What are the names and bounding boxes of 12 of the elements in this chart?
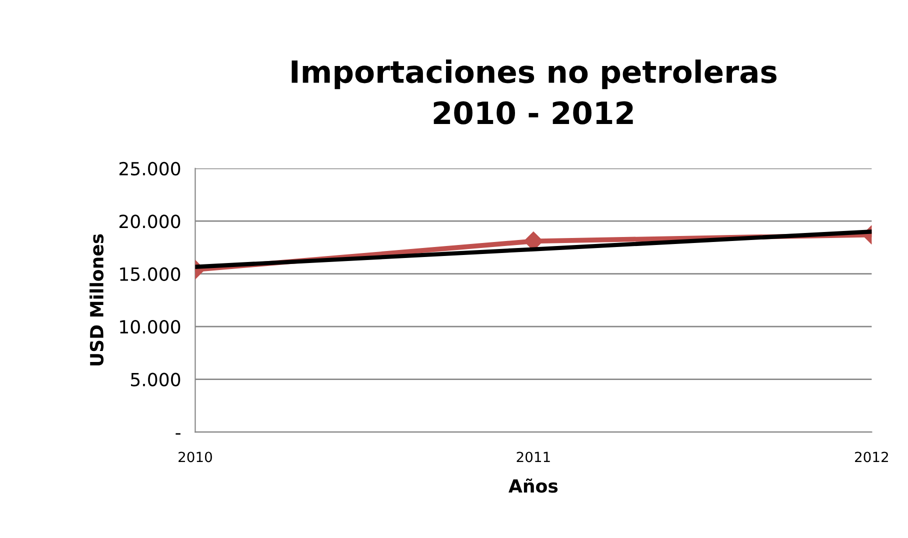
y-tick-label: 25.000 xyxy=(119,162,180,176)
y-tick-label: 5.000 xyxy=(131,372,180,386)
y-tick-label: - xyxy=(176,433,180,435)
x-tick-label: 2012 xyxy=(855,452,888,462)
y-tick-label: 10.000 xyxy=(120,320,180,334)
x-tick-label: 2010 xyxy=(178,452,212,462)
chart-title: Importaciones no petroleras 2010 - 2012 xyxy=(292,60,776,124)
x-tick-label: 2011 xyxy=(516,452,550,462)
y-tick-label: 15.000 xyxy=(120,267,180,281)
y-tick-label: 20.000 xyxy=(119,214,180,228)
x-axis-title: Años xyxy=(508,478,558,493)
y-axis-title: USD Millones xyxy=(90,234,104,366)
